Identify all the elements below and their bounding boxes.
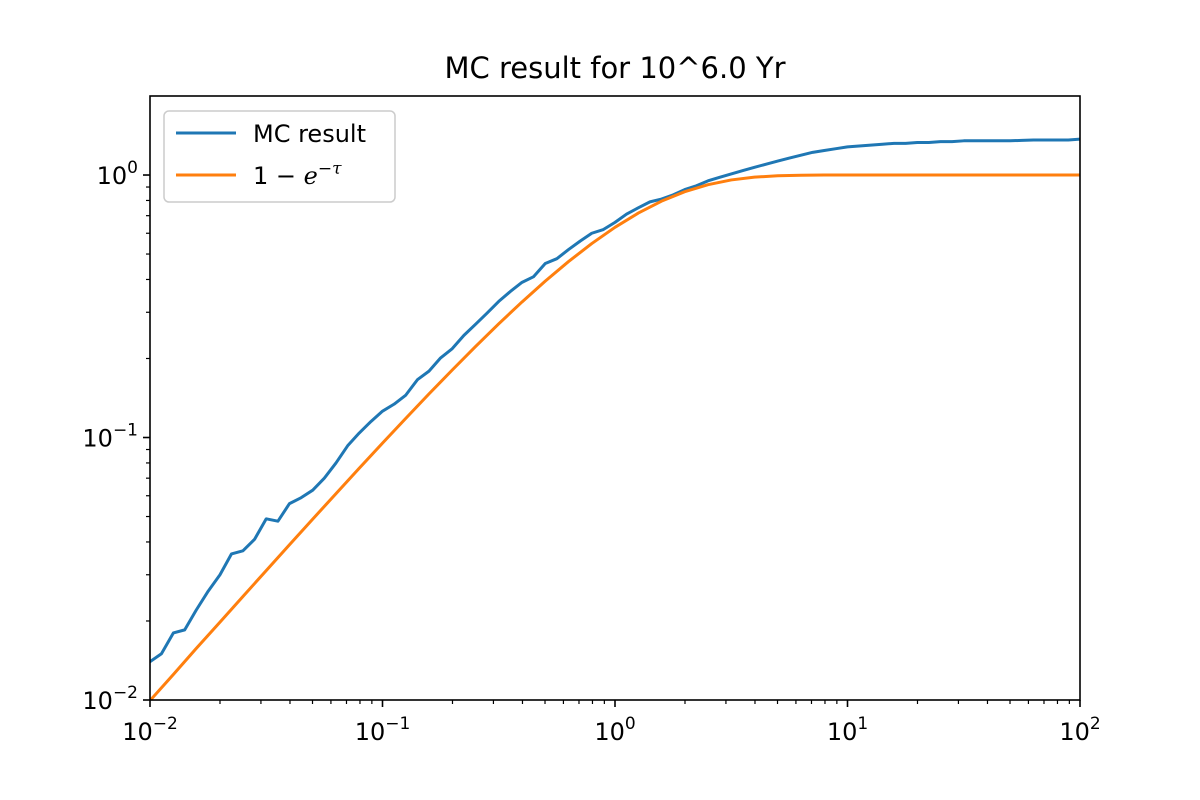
tick-labels-layer: 10−2 10−1 100 101 102 10−2 10−1 100 — [82, 158, 1100, 746]
legend: MC result 1 − e−τ — [163, 110, 396, 203]
x-tick-label: 101 — [827, 714, 868, 746]
x-tick-label: 102 — [1059, 714, 1100, 746]
series-line-analytic — [150, 173, 1080, 700]
y-tick-label: 10−2 — [82, 683, 138, 715]
x-tick-label: 10−1 — [355, 714, 411, 746]
series-line-mc-result — [150, 137, 1080, 664]
x-tick-label: 100 — [594, 714, 635, 746]
legend-label-analytic: 1 − e−τ — [253, 159, 342, 190]
chart-title: MC result for 10^6.0 Yr — [444, 51, 785, 85]
y-tick-label: 10−1 — [82, 421, 138, 453]
plot-frame — [149, 95, 1081, 701]
y-tick-label: 100 — [97, 158, 138, 190]
x-tick-label: 10−2 — [122, 714, 178, 746]
series-layer — [150, 137, 1080, 700]
legend-label-mc-result: MC result — [253, 120, 366, 148]
